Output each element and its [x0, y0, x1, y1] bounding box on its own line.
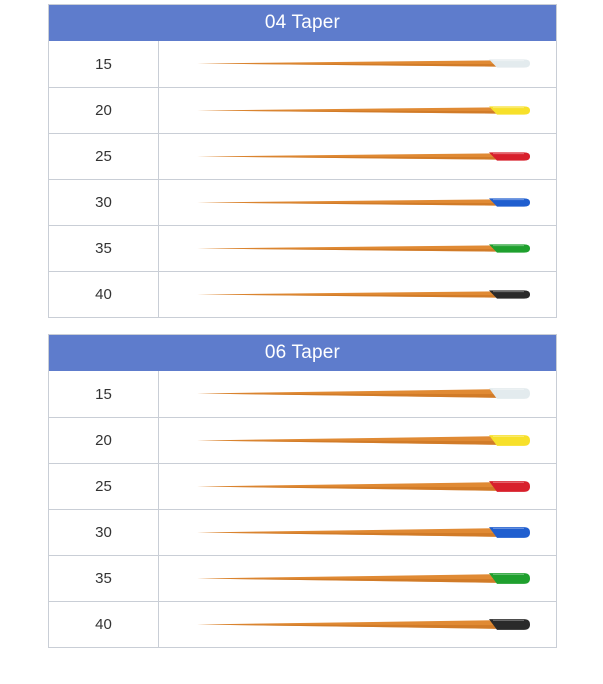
paper-point-shade [197, 63, 527, 67]
paper-point-image [197, 106, 530, 115]
paper-point-shade [197, 532, 527, 538]
paper-point-cell [159, 41, 556, 87]
table-row: 15 [49, 371, 556, 417]
size-label: 15 [49, 41, 159, 87]
paper-point-image [197, 388, 530, 399]
paper-point-shade [197, 202, 527, 206]
table-row: 25 [49, 463, 556, 509]
size-label: 20 [49, 88, 159, 133]
paper-point-image [197, 244, 530, 253]
paper-point-cell [159, 371, 556, 417]
paper-point-image [197, 573, 530, 584]
table-row: 40 [49, 271, 556, 317]
paper-point-image [197, 198, 530, 207]
table-row: 30 [49, 509, 556, 555]
paper-point-shade [197, 294, 527, 298]
color-tip [489, 573, 530, 584]
size-label: 30 [49, 180, 159, 225]
color-tip [489, 527, 530, 538]
paper-point-image [197, 619, 530, 630]
paper-point-cell [159, 510, 556, 555]
size-label: 40 [49, 602, 159, 647]
paper-point-image [197, 435, 530, 446]
paper-point-cell [159, 556, 556, 601]
size-label: 40 [49, 272, 159, 317]
taper-04-rows: 15 20 25 30 35 40 [49, 41, 556, 317]
taper-04-table: 04 Taper 15 20 25 30 35 40 [48, 4, 557, 318]
size-label: 20 [49, 418, 159, 463]
color-tip [489, 619, 530, 630]
color-tip [489, 59, 530, 68]
taper-06-header: 06 Taper [49, 335, 556, 371]
color-tip [489, 106, 530, 115]
size-label: 25 [49, 134, 159, 179]
paper-point-cell [159, 134, 556, 179]
table-row: 25 [49, 133, 556, 179]
paper-point-image [197, 290, 530, 299]
size-label: 15 [49, 371, 159, 417]
table-row: 35 [49, 225, 556, 271]
size-label: 35 [49, 226, 159, 271]
size-label: 30 [49, 510, 159, 555]
taper-04-header: 04 Taper [49, 5, 556, 41]
table-row: 15 [49, 41, 556, 87]
table-row: 35 [49, 555, 556, 601]
paper-point-cell [159, 180, 556, 225]
size-label: 25 [49, 464, 159, 509]
paper-point-image [197, 481, 530, 492]
taper-06-table: 06 Taper 15 20 25 30 35 40 [48, 334, 557, 648]
paper-point-shade [197, 110, 527, 114]
paper-point-shade [197, 440, 527, 446]
table-row: 20 [49, 87, 556, 133]
paper-point-cell [159, 272, 556, 317]
color-tip [489, 290, 530, 299]
table-row: 30 [49, 179, 556, 225]
paper-point-image [197, 152, 530, 161]
color-tip [489, 481, 530, 492]
paper-point-cell [159, 226, 556, 271]
paper-point-cell [159, 464, 556, 509]
table-row: 20 [49, 417, 556, 463]
color-tip [489, 388, 530, 399]
table-row: 40 [49, 601, 556, 647]
paper-point-shade [197, 624, 527, 630]
paper-point-shade [197, 156, 527, 160]
paper-point-shade [197, 578, 527, 584]
color-tip [489, 435, 530, 446]
taper-06-rows: 15 20 25 30 35 40 [49, 371, 556, 647]
paper-point-shade [197, 486, 527, 492]
paper-point-image [197, 59, 530, 68]
paper-point-cell [159, 418, 556, 463]
paper-point-shade [197, 248, 527, 252]
paper-point-cell [159, 602, 556, 647]
color-tip [489, 152, 530, 161]
paper-point-cell [159, 88, 556, 133]
paper-point-image [197, 527, 530, 538]
color-tip [489, 244, 530, 253]
paper-point-shade [197, 393, 527, 399]
size-label: 35 [49, 556, 159, 601]
color-tip [489, 198, 530, 207]
